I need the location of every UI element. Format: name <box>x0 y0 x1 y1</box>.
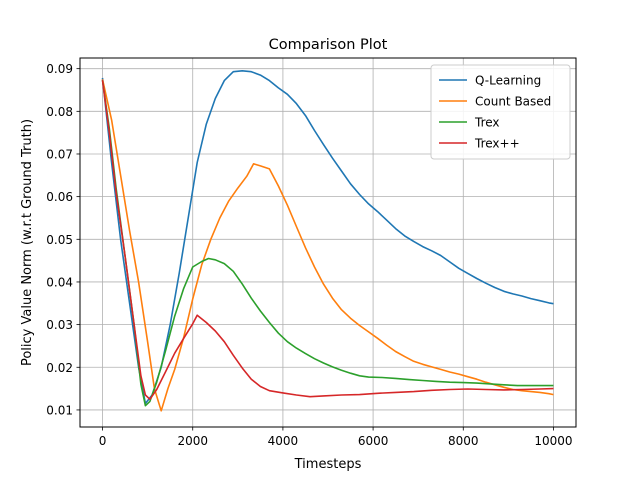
y-tick-label: 0.03 <box>46 318 73 332</box>
y-tick-label: 0.09 <box>46 62 73 76</box>
y-tick-label: 0.04 <box>46 275 73 289</box>
x-tick-label: 8000 <box>448 434 479 448</box>
series-line-trex <box>101 80 554 401</box>
y-tick-label: 0.08 <box>46 105 73 119</box>
legend-entry: Trex++ <box>474 137 520 151</box>
y-axis-label: Policy Value Norm (w.r.t Ground Truth) <box>20 119 35 366</box>
legend-entry: Count Based <box>475 95 551 109</box>
chart-title: Comparison Plot <box>269 37 388 53</box>
legend: Q-Learning Count Based Trex Trex++ <box>430 64 571 160</box>
series-lines <box>101 70 554 412</box>
series-line-trex <box>101 80 554 407</box>
legend-entry: Trex <box>474 116 500 130</box>
axis-ticks: 0 2000 4000 6000 8000 10000 0.01 0.02 0.03 0.04 0.… <box>46 62 572 448</box>
plot-frame <box>79 57 577 428</box>
x-tick-label: 0 <box>99 434 107 448</box>
grid-lines <box>80 58 576 427</box>
x-tick-label: 6000 <box>358 434 389 448</box>
y-tick-label: 0.02 <box>46 361 73 375</box>
legend-entry: Q-Learning <box>475 74 541 88</box>
y-tick-label: 0.01 <box>46 403 73 417</box>
y-tick-label: 0.05 <box>46 233 73 247</box>
legend-box <box>430 64 571 160</box>
series-line-count-based <box>101 79 554 412</box>
y-tick-label: 0.07 <box>46 147 73 161</box>
x-tick-label: 2000 <box>177 434 208 448</box>
series-line-q-learning <box>101 70 554 405</box>
x-tick-label: 10000 <box>534 434 572 448</box>
x-axis-label: Timesteps <box>294 457 362 472</box>
x-tick-label: 4000 <box>268 434 299 448</box>
y-tick-label: 0.06 <box>46 190 73 204</box>
